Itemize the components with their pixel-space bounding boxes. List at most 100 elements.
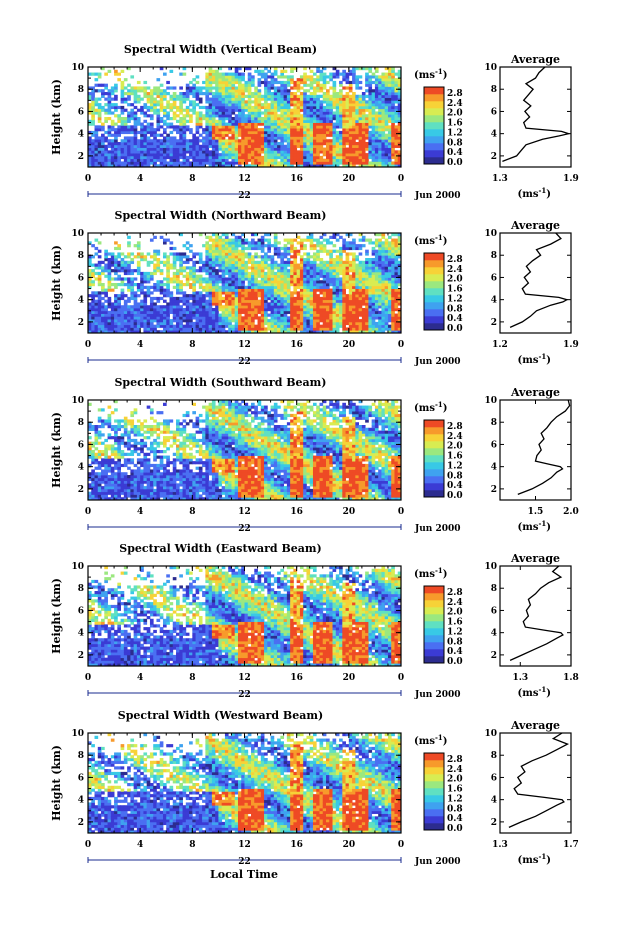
colorbar-swatch [424, 267, 444, 275]
colorbar-tick-label: 0.8 [447, 304, 463, 314]
x-tick-label: 0 [398, 673, 404, 683]
colorbar-unit-close: ) [443, 70, 448, 81]
profile-y-tick-label: 2 [491, 318, 497, 328]
colorbar-swatch [424, 288, 444, 296]
y-tick-label: 6 [78, 773, 84, 783]
y-axis-label: Height (km) [50, 79, 63, 155]
colorbar-swatch [424, 316, 444, 324]
profile-x-tick-label: 1.7 [563, 840, 579, 850]
average-profile: Average 2 4 6 8 10 1.2 1.9 (ms-1) [484, 219, 578, 366]
day-label: 22 [238, 191, 251, 201]
colorbar-unit-close: ) [443, 236, 448, 247]
profile-frame [499, 565, 572, 667]
colorbar-tick-label: 0.8 [447, 138, 463, 148]
profile-y-tick-label: 6 [491, 440, 497, 450]
colorbar-swatch [424, 760, 444, 768]
colorbar-tick-label: 2.8 [447, 755, 463, 765]
profile-xlabel-exponent: -1 [538, 852, 546, 861]
colorbar-tick-label: 1.2 [447, 128, 463, 138]
y-tick-label: 8 [78, 751, 84, 761]
colorbar-swatch [424, 476, 444, 484]
panel-title: Spectral Width (Vertical Beam) [124, 43, 317, 56]
panel-title: Spectral Width (Westward Beam) [118, 709, 323, 722]
colorbar-tick-label: 2.0 [447, 275, 463, 285]
colorbar-swatch [424, 642, 444, 650]
day-label: 22 [238, 524, 251, 534]
month-label: Jun 2000 [414, 191, 461, 201]
colorbar-swatch [424, 469, 444, 477]
colorbar-unit-base: (ms [414, 236, 435, 247]
x-tick-label: 20 [343, 174, 356, 184]
panel-4: Spectral Width (Eastward Beam) 2 4 6 8 10 Heig… [50, 542, 579, 700]
profile-y-tick-label: 10 [484, 63, 497, 73]
profile-y-tick-label: 8 [491, 418, 497, 428]
y-tick-label: 10 [71, 229, 84, 239]
colorbar-swatch [424, 607, 444, 615]
colorbar-tick-label: 0.4 [447, 814, 463, 824]
colorbar-swatch [424, 143, 444, 151]
y-tick-label: 4 [78, 296, 84, 306]
colorbar-swatch [424, 427, 444, 435]
colorbar-swatch [424, 795, 444, 803]
x-tick-label: 4 [137, 673, 143, 683]
colorbar-tick-label: 1.2 [447, 294, 463, 304]
colorbar: 2.82.42.01.61.20.80.40.0 (ms-1) [414, 566, 463, 667]
colorbar-unit-base: (ms [414, 70, 435, 81]
colorbar-swatch [424, 774, 444, 782]
profile-xlabel-base: (ms [518, 355, 539, 366]
profile-frame [499, 232, 572, 334]
panel-title: Spectral Width (Eastward Beam) [119, 542, 321, 555]
profile-y-tick-label: 10 [484, 562, 497, 572]
colorbar-tick-label: 2.0 [447, 109, 463, 119]
colorbar-tick-label: 2.8 [447, 422, 463, 432]
profile-xlabel-exponent: -1 [538, 519, 546, 528]
x-tick-label: 12 [238, 507, 251, 517]
y-tick-label: 6 [78, 606, 84, 616]
month-label: Jun 2000 [414, 690, 461, 700]
colorbar-frame [423, 585, 445, 664]
profile-y-tick-label: 2 [491, 485, 497, 495]
colorbar-swatch [424, 108, 444, 116]
colorbar-swatch [424, 253, 444, 261]
profile-y-tick-label: 8 [491, 251, 497, 261]
y-tick-label: 4 [78, 629, 84, 639]
heatmap-field [88, 67, 402, 168]
profile-y-tick-label: 2 [491, 651, 497, 661]
y-tick-label: 2 [78, 318, 84, 328]
x-tick-label: 0 [85, 840, 91, 850]
y-tick-label: 10 [71, 729, 84, 739]
profile-y-tick-label: 4 [491, 463, 497, 473]
y-tick-label: 4 [78, 796, 84, 806]
x-tick-label: 20 [343, 840, 356, 850]
colorbar-swatch [424, 420, 444, 428]
colorbar-swatch [424, 295, 444, 303]
colorbar-swatch [424, 101, 444, 109]
colorbar-swatch [424, 781, 444, 789]
heatmap-field [88, 400, 402, 501]
profile-y-tick-label: 4 [491, 629, 497, 639]
colorbar-unit-close: ) [443, 403, 448, 414]
y-tick-label: 2 [78, 651, 84, 661]
colorbar-swatch [424, 788, 444, 796]
colorbar-swatch [424, 455, 444, 463]
profile-xlabel-exponent: -1 [538, 352, 546, 361]
colorbar-swatch [424, 281, 444, 289]
y-tick-label: 4 [78, 463, 84, 473]
profile-frame [499, 732, 572, 834]
y-axis-label: Height (km) [50, 578, 63, 654]
profile-y-tick-label: 4 [491, 130, 497, 140]
profile-title: Average [510, 53, 560, 66]
colorbar-swatch [424, 115, 444, 123]
profile-y-tick-label: 10 [484, 229, 497, 239]
x-tick-label: 8 [189, 340, 195, 350]
profile-xlabel: (ms-1) [518, 519, 551, 533]
profile-frame [499, 66, 572, 168]
panel-3: Spectral Width (Southward Beam) 2 4 6 8 10 Hei… [50, 376, 579, 534]
y-tick-label: 8 [78, 251, 84, 261]
colorbar-swatch [424, 441, 444, 449]
heatmap-field [88, 566, 402, 667]
profile-line [509, 232, 569, 328]
profile-line [517, 399, 571, 496]
profile-y-tick-label: 4 [491, 296, 497, 306]
profile-y-tick-label: 4 [491, 796, 497, 806]
